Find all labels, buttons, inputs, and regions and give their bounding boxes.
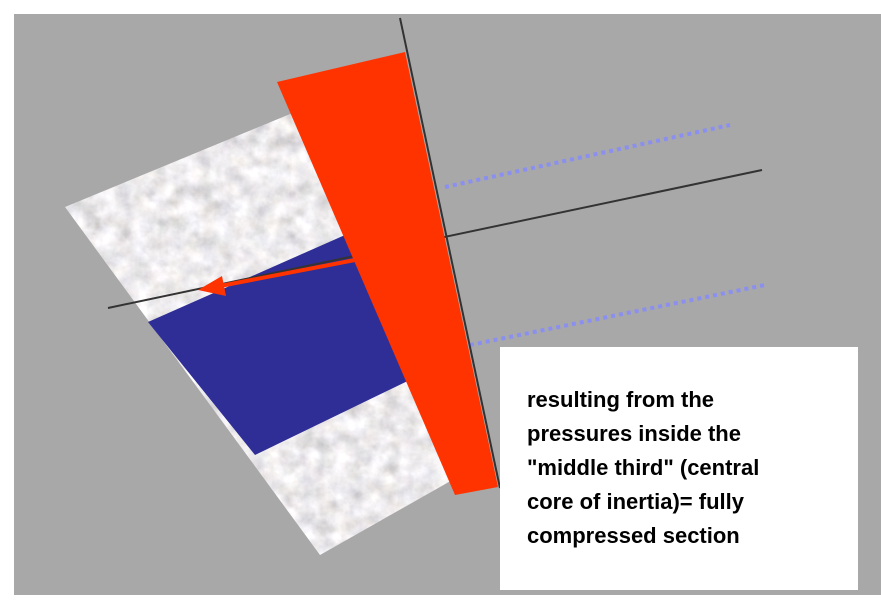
pressure-wedge [277, 52, 498, 495]
dotted-line [444, 123, 731, 189]
caption-line: compressed section [527, 523, 740, 548]
dotted-line [469, 283, 766, 347]
arrow-head [198, 276, 226, 296]
force-arrow [214, 258, 356, 289]
caption-line: pressures inside the [527, 421, 741, 446]
caption-line: core of inertia)= fully [527, 489, 745, 514]
vertical-line [399, 17, 501, 489]
caption-line: resulting from the [527, 387, 714, 412]
caption-box [500, 347, 858, 590]
compression-band [148, 235, 420, 455]
caption-line: "middle third" (central [527, 455, 759, 480]
